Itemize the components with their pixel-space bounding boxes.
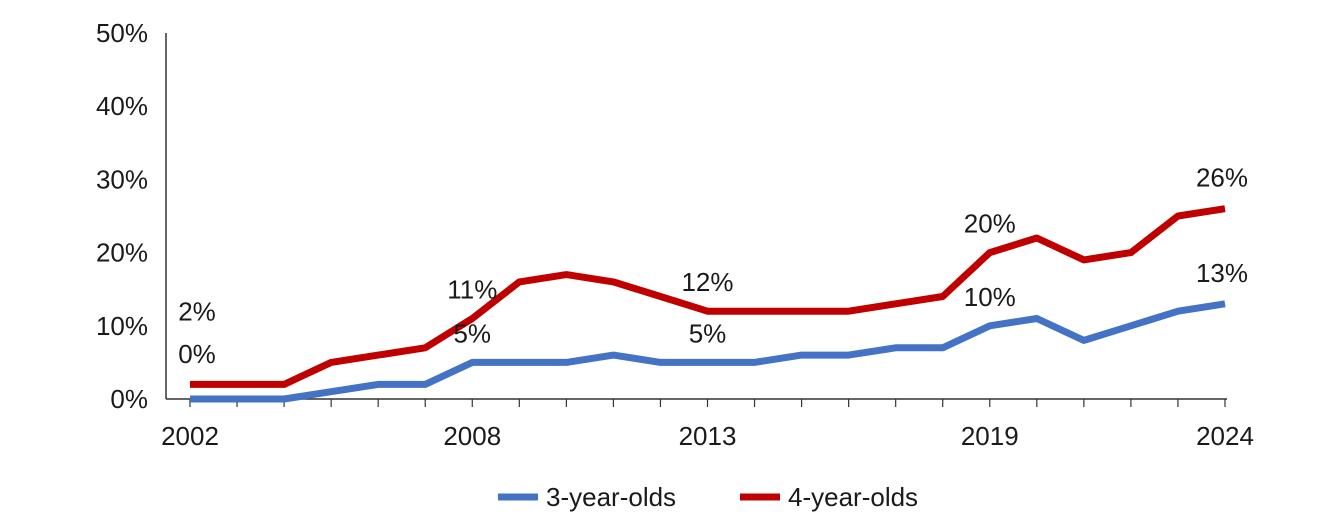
y-tick-label: 50% xyxy=(96,18,148,48)
data-label: 2% xyxy=(178,296,216,326)
x-tick-label: 2024 xyxy=(1196,421,1254,451)
data-label: 12% xyxy=(681,267,733,297)
y-axis-tick-labels: 0% 10% 20% 30% 40% 50% xyxy=(96,18,148,414)
x-tick-label: 2013 xyxy=(679,421,737,451)
series-lines xyxy=(190,205,1226,403)
x-tick-label: 2019 xyxy=(961,421,1019,451)
data-label: 5% xyxy=(453,318,491,348)
data-label: 11% xyxy=(447,274,497,304)
data-label: 0% xyxy=(178,339,216,369)
series-line-three-year-olds xyxy=(190,300,1226,403)
y-tick-label: 20% xyxy=(96,238,148,268)
x-tick-label: 2008 xyxy=(443,421,501,451)
data-label: 5% xyxy=(689,318,727,348)
x-tick-label: 2002 xyxy=(161,421,219,451)
data-label: 13% xyxy=(1196,258,1248,288)
y-tick-label: 40% xyxy=(96,91,148,121)
data-label: 10% xyxy=(964,282,1016,312)
data-label: 26% xyxy=(1196,163,1248,193)
data-labels: 0% 5% 5% 10% 13% 2% 11% 12% 20% 26% xyxy=(178,163,1248,369)
legend-label: 4-year-olds xyxy=(788,482,918,512)
legend-label: 3-year-olds xyxy=(546,482,676,512)
axes xyxy=(165,33,1227,407)
series-line-four-year-olds xyxy=(190,205,1226,388)
y-tick-label: 30% xyxy=(96,164,148,194)
y-tick-label: 0% xyxy=(110,384,148,414)
x-axis-tick-labels: 2002 2008 2013 2019 2024 xyxy=(161,421,1254,451)
legend: 3-year-olds 4-year-olds xyxy=(498,482,918,512)
data-label: 20% xyxy=(964,209,1016,239)
y-tick-label: 10% xyxy=(96,311,148,341)
